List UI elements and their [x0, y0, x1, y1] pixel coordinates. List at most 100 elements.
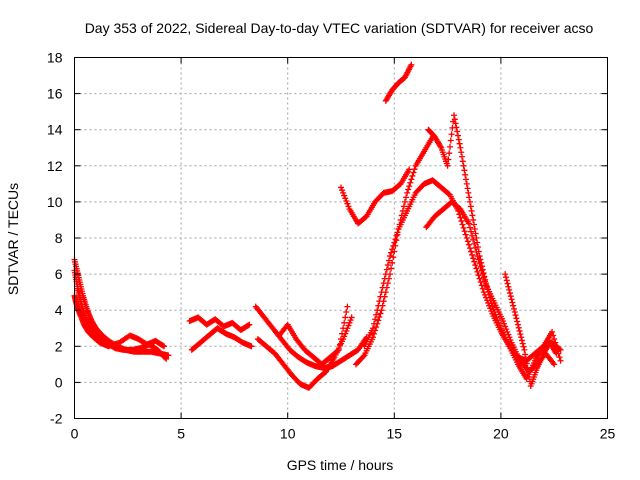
data-point-marker — [505, 331, 512, 338]
series-evening-a — [338, 166, 413, 227]
data-point-marker — [513, 315, 520, 322]
data-point-marker — [245, 322, 252, 329]
data-point-marker — [512, 312, 519, 319]
data-point-marker — [500, 318, 507, 325]
data-point-marker — [505, 283, 512, 290]
data-point-marker — [343, 327, 350, 334]
data-point-marker — [465, 241, 472, 248]
data-point-marker — [504, 280, 511, 287]
data-point-marker — [461, 167, 468, 174]
data-point-marker — [553, 350, 560, 357]
data-point-marker — [489, 303, 496, 310]
data-point-marker — [551, 336, 558, 343]
data-point-marker — [467, 203, 474, 210]
data-point-marker — [390, 242, 397, 249]
data-point-marker — [496, 322, 503, 329]
data-point-marker — [511, 309, 518, 316]
series-midday-b — [254, 314, 355, 391]
x-tick-label: 5 — [177, 426, 185, 442]
data-point-marker — [408, 176, 415, 183]
data-point-marker — [464, 238, 471, 245]
data-point-marker — [341, 319, 348, 326]
data-point-marker — [457, 214, 464, 221]
data-point-marker — [347, 317, 354, 324]
data-point-marker — [550, 332, 557, 339]
x-tick-label: 25 — [600, 426, 616, 442]
data-point-marker — [379, 284, 386, 291]
y-tick-label: 12 — [47, 158, 63, 174]
data-point-marker — [525, 369, 532, 376]
data-point-marker — [502, 323, 509, 330]
data-point-marker — [466, 198, 473, 205]
data-point-marker — [459, 158, 466, 165]
data-point-marker — [458, 153, 465, 160]
data-point-marker — [515, 324, 522, 331]
data-point-marker — [481, 278, 488, 285]
y-tick-label: 2 — [55, 338, 63, 354]
data-point-marker — [346, 319, 353, 326]
data-point-marker — [408, 61, 415, 68]
data-point-marker — [471, 240, 478, 247]
data-point-marker — [374, 307, 381, 314]
data-point-marker — [348, 314, 355, 321]
y-tick-label: 6 — [55, 266, 63, 282]
data-point-marker — [377, 293, 384, 300]
data-point-marker — [474, 244, 481, 251]
data-point-marker — [506, 286, 513, 293]
data-point-marker — [516, 327, 523, 334]
data-point-marker — [480, 274, 487, 281]
data-point-marker — [344, 200, 351, 207]
data-point-marker — [454, 128, 461, 135]
data-point-marker — [371, 330, 378, 337]
data-point-marker — [369, 325, 376, 332]
data-point-marker — [451, 116, 458, 123]
data-point-marker — [520, 343, 527, 350]
data-point-marker — [341, 192, 348, 199]
data-point-marker — [338, 336, 344, 343]
data-point-marker — [342, 195, 349, 202]
data-point-marker — [463, 235, 470, 241]
data-point-marker — [401, 198, 408, 205]
y-tick-label: 8 — [55, 230, 63, 246]
data-point-marker — [246, 321, 253, 328]
data-point-marker — [503, 277, 510, 284]
data-point-marker — [360, 353, 367, 360]
data-point-marker — [470, 216, 477, 223]
chart-title: Day 353 of 2022, Sidereal Day-to-day VTE… — [85, 20, 594, 36]
data-point-marker — [468, 248, 475, 255]
series-evening-d — [423, 198, 558, 375]
y-tick-label: 14 — [47, 122, 63, 138]
data-point-marker — [507, 336, 514, 343]
data-point-marker — [514, 321, 521, 328]
data-point-marker — [551, 361, 558, 368]
data-point-marker — [473, 265, 480, 272]
data-point-marker — [465, 220, 472, 227]
data-point-marker — [371, 320, 378, 327]
data-point-marker — [372, 316, 379, 323]
data-point-marker — [472, 244, 479, 251]
data-point-marker — [476, 275, 483, 282]
data-point-marker — [382, 271, 389, 278]
data-point-marker — [380, 280, 387, 287]
series-morning-a — [186, 314, 253, 334]
series-midday-a — [252, 303, 370, 371]
data-point-marker — [400, 203, 407, 210]
data-point-marker — [383, 266, 390, 273]
data-point-marker — [444, 162, 451, 169]
data-point-marker — [459, 221, 466, 228]
data-point-marker — [523, 360, 530, 367]
data-point-marker — [388, 249, 395, 256]
data-point-marker — [521, 346, 528, 353]
data-point-marker — [381, 275, 388, 282]
data-point-marker — [469, 251, 476, 258]
data-point-marker — [471, 258, 478, 265]
data-point-marker — [335, 346, 342, 353]
data-point-marker — [506, 334, 513, 341]
y-axis-label: SDTVAR / TECUs — [5, 183, 21, 295]
data-point-marker — [472, 262, 479, 269]
data-point-marker — [458, 149, 465, 156]
x-tick-label: 20 — [493, 426, 509, 442]
gridlines — [74, 57, 608, 419]
data-point-marker — [473, 248, 480, 255]
data-point-marker — [477, 263, 484, 270]
